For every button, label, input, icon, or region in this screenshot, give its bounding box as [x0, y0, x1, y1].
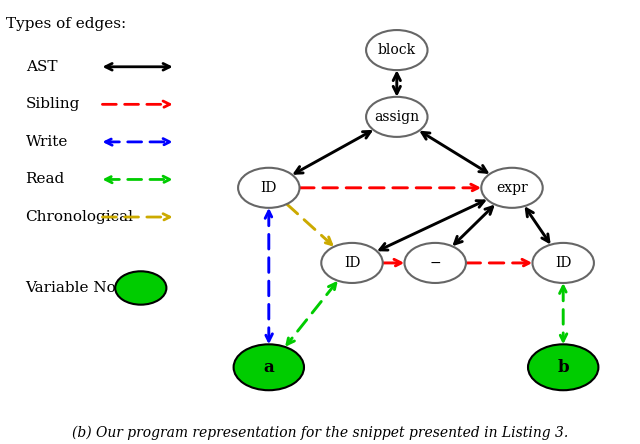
Text: ID: ID	[344, 256, 360, 270]
Text: Types of edges:: Types of edges:	[6, 17, 127, 31]
Text: ID: ID	[555, 256, 572, 270]
Text: (b) Our program representation for the snippet presented in Listing 3.: (b) Our program representation for the s…	[72, 425, 568, 440]
Circle shape	[528, 345, 598, 390]
Text: Chronological: Chronological	[26, 210, 134, 224]
Text: AST: AST	[26, 60, 57, 74]
Text: −: −	[429, 256, 441, 270]
Circle shape	[238, 168, 300, 208]
Text: assign: assign	[374, 110, 419, 124]
Circle shape	[366, 97, 428, 137]
Circle shape	[481, 168, 543, 208]
Circle shape	[366, 30, 428, 70]
Text: a: a	[264, 359, 274, 376]
Circle shape	[532, 243, 594, 283]
Text: b: b	[557, 359, 569, 376]
Text: ID: ID	[260, 181, 277, 195]
Circle shape	[321, 243, 383, 283]
Text: Sibling: Sibling	[26, 97, 80, 111]
Circle shape	[234, 345, 304, 390]
Text: Read: Read	[26, 172, 65, 186]
Text: block: block	[378, 43, 416, 57]
Circle shape	[404, 243, 466, 283]
Text: Write: Write	[26, 135, 68, 149]
Text: expr: expr	[496, 181, 528, 195]
Text: Variable Node: Variable Node	[26, 281, 135, 295]
Circle shape	[115, 271, 166, 305]
